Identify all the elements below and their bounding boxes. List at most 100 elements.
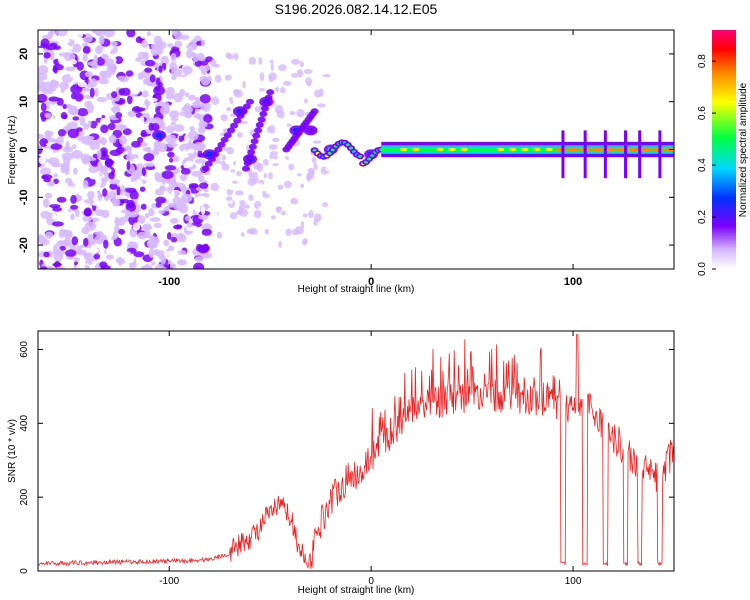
- spectrogram-cell: [70, 73, 79, 79]
- spectrogram-cell: [72, 43, 82, 53]
- spectrogram-cell: [120, 209, 131, 214]
- spectrogram-cell: [94, 231, 104, 236]
- spectrogram-cell: [59, 81, 69, 90]
- spectrogram-cell: [161, 170, 174, 180]
- spectrogram-cell: [232, 66, 238, 72]
- spectrogram-cell: [148, 208, 155, 217]
- colorbar-tick-label: 0.8: [697, 54, 708, 68]
- spectrogram-cell: [167, 141, 178, 148]
- spectrogram-cell: [96, 149, 102, 159]
- spectrogram-cell: [106, 45, 111, 54]
- spectrogram-cell: [61, 152, 74, 161]
- spectrogram-cell: [94, 87, 99, 97]
- spectrogram-cell: [64, 177, 73, 184]
- spectrogram-cell: [94, 220, 104, 228]
- spectrogram-cell: [84, 221, 96, 231]
- spectrogram-cell: [291, 72, 298, 78]
- snr-ytick-label: 600: [19, 341, 30, 358]
- spectrogram-cell: [82, 52, 88, 62]
- spectrogram-cell: [211, 96, 220, 105]
- colorbar-tick-label: 0.2: [697, 210, 708, 224]
- spectrogram-cell: [197, 149, 203, 158]
- spectrogram-cell: [186, 49, 194, 59]
- spectrogram-cell: [165, 134, 176, 140]
- spectrogram-spike: [583, 130, 587, 179]
- spectrogram-cell: [75, 208, 80, 218]
- spectrogram-cell: [70, 204, 79, 210]
- spectrogram-cell: [126, 30, 136, 38]
- spectrogram-cell: [60, 185, 67, 191]
- spectrogram-cell: [264, 228, 270, 235]
- spectrogram-cell: [188, 117, 201, 127]
- snr-frame: [37, 330, 675, 572]
- spectrogram-cell: [148, 117, 155, 124]
- snr-series-line: [38, 334, 674, 569]
- spectrogram-streak: [201, 165, 210, 172]
- spectrogram-cell: [295, 226, 304, 235]
- spectrogram-cell: [133, 153, 139, 159]
- spectrogram-ylabel: Frequency (Hz): [7, 116, 18, 185]
- spectrogram-cell: [115, 218, 126, 226]
- spectrogram-cell: [262, 159, 269, 166]
- spectrogram-streak: [239, 108, 248, 115]
- spectrogram-cell: [225, 62, 234, 68]
- spectrogram-streak: [264, 94, 273, 101]
- spectrogram-cell: [164, 251, 174, 256]
- spectrogram-cell: [96, 138, 103, 144]
- spectrogram-cell: [51, 105, 59, 115]
- spectrogram-cell: [83, 199, 95, 204]
- spectrogram-cell: [182, 66, 193, 75]
- spectrogram-streak: [207, 156, 216, 163]
- spectrogram-cell: [73, 167, 78, 175]
- spectrogram-cell: [44, 112, 52, 119]
- spectrogram-cell: [303, 69, 313, 74]
- spectrogram-cell: [198, 214, 209, 220]
- spectrogram-cell: [186, 222, 193, 228]
- spectrogram-cell: [140, 203, 147, 210]
- spectrogram-cell: [99, 137, 108, 146]
- spectrogram-cell: [86, 113, 96, 121]
- spectrogram-cell: [73, 257, 80, 262]
- spectrogram-cell: [320, 176, 325, 185]
- spectrogram-streak: [211, 151, 220, 158]
- spectrogram-cell: [269, 124, 276, 134]
- spectrogram-cell: [240, 232, 245, 237]
- spectrogram-streak: [220, 136, 229, 143]
- spectrogram-cell: [243, 148, 248, 157]
- spectrogram-cell: [158, 65, 163, 73]
- spectrogram-cell: [322, 186, 330, 193]
- spectrogram-cell: [53, 66, 58, 74]
- snr-xlabel: Height of straight line (km): [298, 585, 415, 596]
- spectrogram-cell: [38, 65, 49, 75]
- spectrogram-cell: [185, 160, 194, 168]
- spectrogram-cell: [65, 66, 76, 72]
- spectrogram-cell: [67, 128, 79, 139]
- spectrogram-cell: [275, 229, 281, 236]
- carrier-peak: [447, 147, 456, 152]
- spectrogram-cell: [57, 93, 66, 100]
- spectrogram-ytick-label: -10: [18, 189, 30, 205]
- spectrogram-streak: [242, 103, 251, 110]
- spectrogram-cell: [42, 198, 50, 208]
- spectrogram-cell: [283, 180, 292, 189]
- spectrogram-cell: [210, 182, 220, 192]
- spectrogram-cell: [173, 155, 180, 163]
- spectrogram-streak: [248, 143, 257, 150]
- spectrogram-cell: [299, 61, 304, 68]
- spectrogram-cell: [143, 52, 149, 61]
- spectrogram-cell: [296, 69, 304, 78]
- spectrogram-streak: [236, 113, 245, 119]
- spectrogram-cell: [137, 215, 146, 224]
- carrier-peak: [411, 147, 420, 152]
- spectrogram-cell: [324, 110, 331, 117]
- spectrogram-cell: [104, 30, 115, 38]
- spectrogram-cell: [133, 42, 143, 51]
- spectrogram-cell: [93, 54, 98, 64]
- spectrogram-streak: [261, 105, 269, 112]
- spectrogram-cell: [67, 121, 78, 130]
- spectrogram-cell: [137, 231, 148, 240]
- spectrogram-cell: [313, 162, 318, 171]
- spectrogram-streak: [349, 146, 353, 150]
- spectrogram-cell: [88, 78, 98, 88]
